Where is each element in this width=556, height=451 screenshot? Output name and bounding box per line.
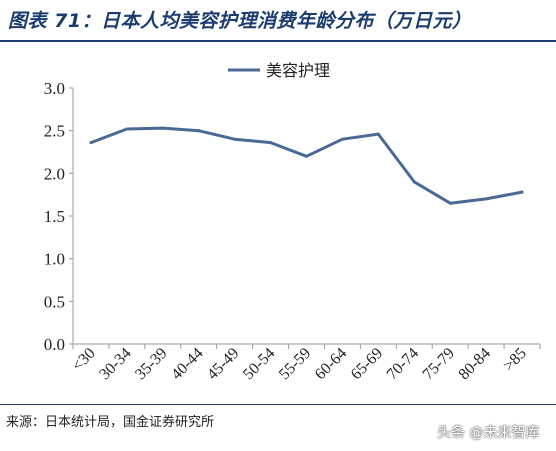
y-tick-label: 1.0: [44, 250, 65, 269]
chart-title: 图表 71：日本人均美容护理消费年龄分布（万日元）: [8, 10, 472, 32]
data-point: [125, 127, 129, 131]
x-tick-label: 30-34: [96, 345, 134, 383]
line-chart: 0.0 0.5 1.0 1.5 2.0 2.5 3.0 <3030-3435-3940-444…: [44, 61, 541, 383]
x-tick-label: 65-69: [348, 345, 386, 383]
x-tick-label: 60-64: [312, 345, 350, 383]
data-point: [412, 180, 416, 184]
legend: 美容护理: [228, 61, 330, 80]
x-tick-label: 75-79: [420, 345, 458, 383]
data-point: [340, 137, 344, 141]
header: 图表 71：日本人均美容护理消费年龄分布（万日元）: [0, 0, 556, 44]
header-divider: [0, 40, 556, 42]
data-point: [89, 141, 93, 145]
y-tick-label: 0.0: [44, 335, 65, 354]
axes: 0.0 0.5 1.0 1.5 2.0 2.5 3.0 <3030-3435-3940-444…: [44, 79, 541, 383]
y-tick-label: 2.5: [44, 122, 65, 141]
x-tick-label: 70-74: [384, 345, 422, 383]
data-point: [305, 154, 308, 158]
x-tick-label: 40-44: [168, 345, 206, 383]
y-tick-label: 0.5: [44, 292, 65, 311]
series-line: [89, 126, 524, 205]
y-tick-label: 2.0: [44, 164, 65, 183]
data-point: [197, 129, 201, 133]
watermark: 头条 @未来智库: [437, 425, 540, 441]
legend-label: 美容护理: [266, 61, 330, 80]
x-tick-label: 80-84: [456, 345, 494, 383]
y-tick-label: 1.5: [44, 207, 65, 226]
data-point: [484, 197, 488, 201]
data-point: [233, 137, 237, 141]
y-tick-label: 3.0: [44, 79, 65, 98]
footer-divider: [0, 404, 556, 405]
data-point: [376, 132, 380, 136]
x-tick-label: 45-49: [204, 345, 242, 383]
x-tick-label: 55-59: [276, 345, 314, 383]
data-point: [520, 190, 524, 194]
x-tick-label: <30: [69, 345, 99, 375]
x-tick-label: 50-54: [240, 345, 278, 383]
data-point: [269, 141, 273, 145]
x-tick-label: 35-39: [132, 345, 170, 383]
data-point: [161, 126, 165, 130]
series-layer: [89, 126, 524, 205]
x-tick-label: >85: [500, 345, 530, 375]
data-point: [448, 201, 452, 205]
source-note: 来源：日本统计局，国金证券研究所: [6, 415, 215, 430]
